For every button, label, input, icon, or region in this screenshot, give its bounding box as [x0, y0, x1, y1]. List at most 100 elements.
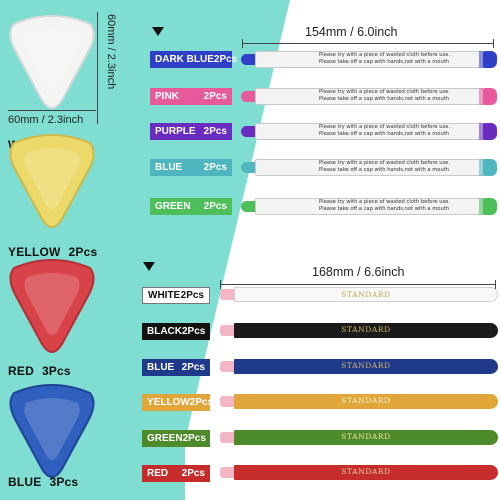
pen-ring — [479, 123, 483, 140]
pen-print-line: Please take off a cap with hands,not wit… — [319, 166, 450, 173]
pen-tag-purple: PURPLE 2Pcs — [150, 123, 232, 140]
pen-color-name: BLUE — [155, 162, 183, 173]
pen-ring — [479, 88, 483, 105]
pencil-quantity: 2Pcs — [180, 290, 204, 301]
pencil-body: STANDARD — [234, 323, 498, 338]
pen-tip — [241, 91, 257, 102]
pencil-body: STANDARD — [234, 465, 498, 480]
pen-print-line: Please take off a cap with hands,not wit… — [319, 205, 450, 212]
pen-print-line: Please try with a piece of wasted cloth … — [319, 124, 451, 130]
pencil-length-label: 168mm / 6.6inch — [312, 265, 405, 279]
pen-color-name: PURPLE — [155, 126, 196, 137]
pen-color-name: GREEN — [155, 201, 191, 212]
pen-length-ruler — [242, 39, 494, 48]
pen-print-line: Please try with a piece of wasted cloth … — [319, 52, 451, 58]
pencil-quantity: 2Pcs — [181, 468, 205, 479]
pencil-brand: STANDARD — [341, 290, 391, 299]
chalk-label-blue: BLUE 3Pcs — [8, 475, 78, 489]
pen-quantity: 2Pcs — [203, 201, 227, 212]
pen-print-line: Please take off a cap with hands,not wit… — [319, 58, 450, 65]
pencil-tip — [220, 289, 236, 300]
pencil-tip — [220, 432, 236, 443]
pen-print: Please try with a piece of wasted cloth … — [319, 52, 450, 65]
pencil-brand: STANDARD — [341, 396, 391, 405]
pen-print-line: Please take off a cap with hands,not wit… — [319, 130, 450, 137]
pencil-tag-green: GREEN 2Pcs — [142, 430, 210, 447]
pen-print: Please try with a piece of wasted cloth … — [319, 89, 450, 102]
pencil-tip — [220, 325, 236, 336]
pencil-black: STANDARD — [220, 323, 498, 338]
pen-ring — [479, 51, 483, 68]
pencil-tag-black: BLACK 2Pcs — [142, 323, 210, 340]
pencil-body: STANDARD — [234, 430, 498, 445]
pencil-tip — [220, 361, 236, 372]
pen-section-arrow-icon — [152, 27, 164, 36]
chalk-width-label: 60mm / 2.3inch — [8, 114, 84, 126]
pencil-length-ruler — [220, 280, 496, 289]
pen-cap — [483, 88, 497, 105]
chalk-color-name: RED — [8, 364, 34, 378]
pencil-brand: STANDARD — [341, 361, 391, 370]
pen-ring — [479, 198, 483, 215]
chalk-height-label: 60mm / 2.3inch — [105, 14, 117, 90]
pen-tip — [241, 54, 257, 65]
pen-green: Please try with a piece of wasted cloth … — [241, 198, 497, 215]
pen-tip — [241, 201, 257, 212]
pen-tag-dark-blue: DARK BLUE 2Pcs — [150, 51, 237, 68]
pencil-color-name: WHITE — [148, 290, 181, 301]
pen-tag-green: GREEN 2Pcs — [150, 198, 232, 215]
pencil-brand: STANDARD — [341, 467, 391, 476]
pen-print: Please try with a piece of wasted cloth … — [319, 199, 450, 212]
pen-tip — [241, 126, 257, 137]
pen-quantity: 2Pcs — [213, 54, 238, 65]
pen-print: Please try with a piece of wasted cloth … — [319, 160, 450, 173]
pencil-color-name: BLUE — [147, 362, 175, 373]
pencil-tip — [220, 396, 236, 407]
pen-length-label: 154mm / 6.0inch — [305, 25, 398, 39]
pencil-color-name: RED — [147, 468, 169, 479]
pen-print: Please try with a piece of wasted cloth … — [319, 124, 450, 137]
pencil-section-arrow-icon — [143, 262, 155, 271]
pencil-tag-white: WHITE 2Pcs — [142, 287, 210, 304]
pen-pink: Please try with a piece of wasted cloth … — [241, 88, 497, 105]
chalk-quantity: 3Pcs — [41, 364, 71, 378]
pencil-tag-red: RED 2Pcs — [142, 465, 210, 482]
pencil-quantity: 2Pcs — [182, 326, 206, 337]
pen-purple: Please try with a piece of wasted cloth … — [241, 123, 497, 140]
pen-cap — [483, 123, 497, 140]
pen-cap — [483, 51, 497, 68]
chalk-blue — [6, 381, 98, 481]
pen-color-name: DARK BLUE — [155, 54, 214, 65]
pencil-brand: STANDARD — [341, 432, 391, 441]
pencil-color-name: YELLOW — [147, 397, 190, 408]
pencil-quantity: 2Pcs — [189, 397, 214, 408]
chalk-yellow — [6, 131, 98, 231]
pencil-color-name: BLACK — [147, 326, 182, 337]
pen-dark-blue: Please try with a piece of wasted cloth … — [241, 51, 497, 68]
pencil-body: STANDARD — [234, 359, 498, 374]
chalk-label-yellow: YELLOW 2Pcs — [8, 245, 97, 259]
pencil-body: STANDARD — [234, 394, 498, 409]
pen-color-name: PINK — [155, 91, 179, 102]
pen-tag-pink: PINK 2Pcs — [150, 88, 232, 105]
pencil-yellow: STANDARD — [220, 394, 498, 409]
pencil-blue: STANDARD — [220, 359, 498, 374]
pen-tag-blue: BLUE 2Pcs — [150, 159, 232, 176]
pencil-tag-blue: BLUE 2Pcs — [142, 359, 210, 376]
chalk-color-name: BLUE — [8, 475, 42, 489]
pen-tip — [241, 162, 257, 173]
pencil-color-name: GREEN — [147, 433, 183, 444]
pen-quantity: 2Pcs — [203, 91, 227, 102]
chalk-quantity: 3Pcs — [49, 475, 79, 489]
pencil-tag-yellow: YELLOW 2Pcs — [142, 394, 214, 411]
pencil-brand: STANDARD — [341, 325, 391, 334]
background-teal-diagonal — [120, 0, 290, 500]
chalk-label-red: RED 3Pcs — [8, 364, 71, 378]
pencil-white: STANDARD — [220, 287, 498, 302]
chalk-width-line — [8, 110, 96, 111]
pencil-red: STANDARD — [220, 465, 498, 480]
pencil-quantity: 2Pcs — [182, 433, 206, 444]
pen-print-line: Please take off a cap with hands,not wit… — [319, 95, 450, 102]
pencil-green: STANDARD — [220, 430, 498, 445]
chalk-color-name: YELLOW — [8, 245, 61, 259]
